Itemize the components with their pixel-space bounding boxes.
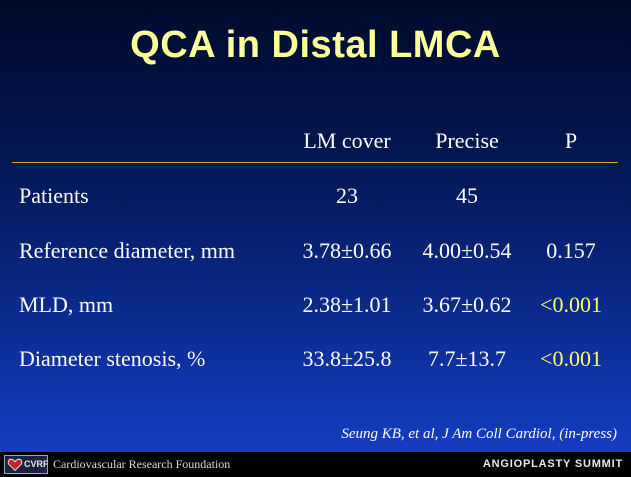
logo-text: CVRF — [24, 459, 49, 469]
column-header-p: P — [564, 128, 578, 153]
citation: Seung KB, et al, J Am Coll Cardiol, (in-… — [341, 426, 617, 442]
p-value: 0.157 — [546, 238, 596, 263]
heart-icon — [7, 458, 23, 472]
row-label: Patients — [19, 183, 89, 208]
summit-name: ANGIOPLASTY SUMMIT — [482, 458, 623, 470]
row-label: Reference diameter, mm — [19, 238, 235, 263]
table-row: MLD, mm 2.38±1.01 3.67±0.62 <0.001 — [0, 292, 631, 324]
row-label: MLD, mm — [19, 292, 114, 317]
precise-value: 7.7±13.7 — [427, 346, 507, 371]
cvrf-logo: CVRF — [4, 455, 49, 474]
table-row: Patients 23 45 — [0, 183, 631, 215]
lm-cover-value: 3.78±0.66 — [302, 238, 392, 263]
lm-cover-value: 2.38±1.01 — [302, 292, 392, 317]
precise-value: 4.00±0.54 — [422, 238, 512, 263]
header-divider — [12, 162, 618, 163]
p-value: <0.001 — [540, 346, 602, 371]
column-header-lm-cover: LM cover — [303, 128, 391, 153]
table-row: Reference diameter, mm 3.78±0.66 4.00±0.… — [0, 238, 631, 270]
p-value: <0.001 — [540, 292, 602, 317]
column-header-precise: Precise — [435, 128, 499, 153]
precise-value: 3.67±0.62 — [422, 292, 512, 317]
lm-cover-value: 33.8±25.8 — [302, 346, 392, 371]
footer-bar: CVRF Cardiovascular Research Foundation … — [0, 452, 631, 477]
lm-cover-value: 23 — [336, 183, 358, 208]
slide-title: QCA in Distal LMCA — [130, 24, 501, 66]
row-label: Diameter stenosis, % — [19, 346, 206, 371]
table-header: LM cover Precise P — [0, 128, 631, 160]
table-row: Diameter stenosis, % 33.8±25.8 7.7±13.7 … — [0, 346, 631, 378]
foundation-name: Cardiovascular Research Foundation — [53, 457, 231, 471]
precise-value: 45 — [456, 183, 478, 208]
